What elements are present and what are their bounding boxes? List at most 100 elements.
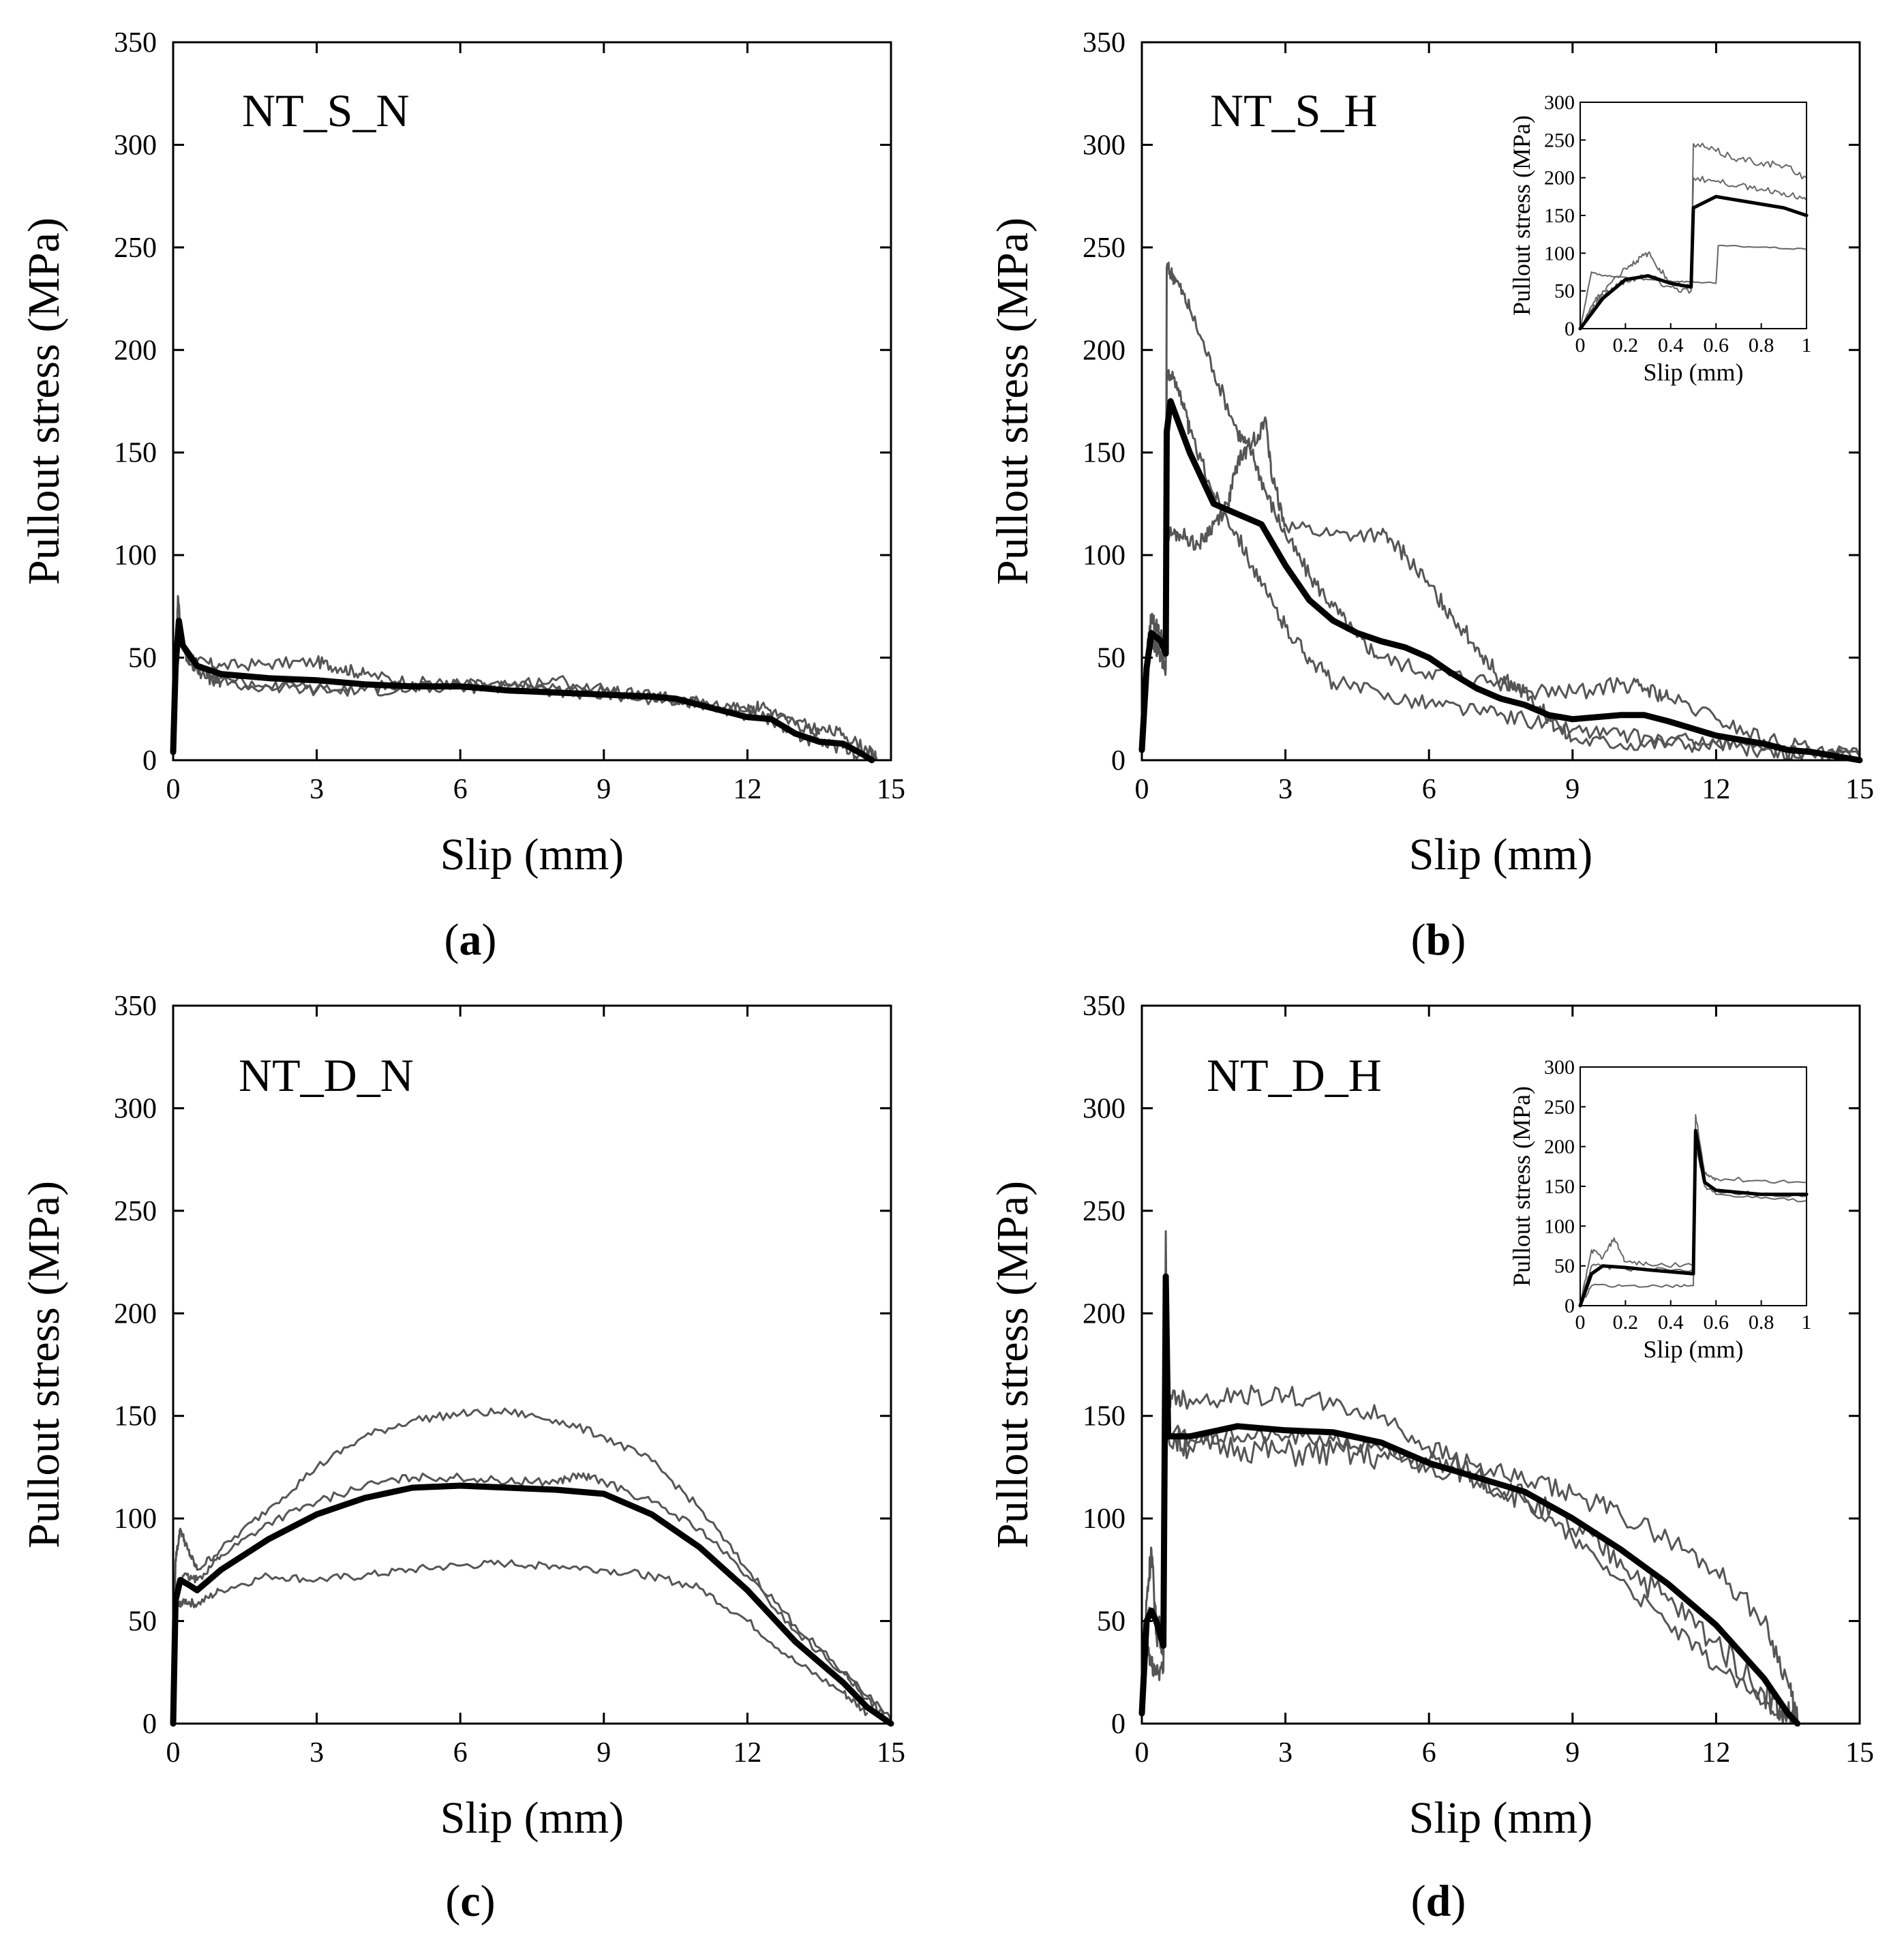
series-line-specimen-1 bbox=[172, 595, 821, 751]
series-line-specimen-3 bbox=[1140, 1424, 1789, 1724]
panel-caption: (b) bbox=[1411, 915, 1466, 965]
panel-title: NT_S_H bbox=[1210, 85, 1378, 136]
series-line-specimen-2 bbox=[1140, 1384, 1799, 1721]
y-tick-label: 200 bbox=[1083, 335, 1125, 366]
y-tick-label: 350 bbox=[1083, 991, 1125, 1022]
plot-frame bbox=[172, 41, 892, 762]
inset-x-tick-label: 0.6 bbox=[1703, 334, 1729, 357]
inset-y-tick-label: 300 bbox=[1544, 1056, 1575, 1079]
x-tick-label: 15 bbox=[1845, 1737, 1874, 1769]
y-axis-label: Pullout stress (MPa) bbox=[19, 1181, 69, 1548]
panel-title: NT_D_H bbox=[1207, 1049, 1382, 1101]
series-line-mean bbox=[1138, 398, 1863, 764]
series-group bbox=[170, 1407, 894, 1727]
inset-y-axis-label: Pullout stress (MPa) bbox=[1508, 1086, 1535, 1287]
x-tick-label: 9 bbox=[596, 774, 611, 805]
inset-x-tick-label: 0.2 bbox=[1613, 1311, 1639, 1334]
plot-frame bbox=[172, 1004, 892, 1725]
inset-series-line-specimen-3 bbox=[1580, 244, 1807, 329]
panel-caption: (c) bbox=[445, 1876, 495, 1926]
caption-close-paren: ) bbox=[1451, 915, 1466, 965]
inset-series-line-mean bbox=[1578, 194, 1809, 331]
series-line-specimen-2 bbox=[172, 1472, 892, 1721]
series-line-mean bbox=[170, 1482, 894, 1727]
x-tick-label: 0 bbox=[166, 774, 181, 805]
inset-y-tick-label: 150 bbox=[1544, 1175, 1575, 1198]
y-tick-label: 150 bbox=[1083, 438, 1125, 469]
inset-y-tick-label: 250 bbox=[1544, 1096, 1575, 1118]
caption-open-paren: ( bbox=[444, 915, 459, 965]
series-group bbox=[1138, 1230, 1801, 1727]
y-tick-label: 50 bbox=[128, 1606, 157, 1638]
series-line-specimen-3 bbox=[172, 1559, 868, 1717]
y-tick-label: 100 bbox=[1083, 1503, 1125, 1535]
x-axis-label: Slip (mm) bbox=[440, 830, 624, 880]
inset-y-tick-label: 50 bbox=[1554, 280, 1575, 303]
inset-y-tick-label: 200 bbox=[1544, 167, 1575, 190]
inset-y-tick-label: 250 bbox=[1544, 129, 1575, 151]
x-tick-label: 9 bbox=[596, 1737, 611, 1769]
y-tick-label: 100 bbox=[1083, 540, 1125, 571]
x-tick-label: 3 bbox=[1278, 774, 1293, 805]
inset-y-tick-label: 200 bbox=[1544, 1136, 1575, 1158]
y-axis-label: Pullout stress (MPa) bbox=[988, 217, 1038, 585]
inset-y-tick-label: 0 bbox=[1565, 318, 1575, 340]
y-tick-label: 200 bbox=[114, 1298, 157, 1330]
x-tick-label: 15 bbox=[877, 1737, 905, 1769]
series-line-specimen-3 bbox=[1140, 369, 1861, 762]
panel-title: NT_D_N bbox=[239, 1049, 414, 1101]
panel-caption: (d) bbox=[1411, 1876, 1466, 1926]
x-tick-label: 9 bbox=[1565, 774, 1580, 805]
y-tick-label: 250 bbox=[114, 1196, 157, 1227]
inset-x-tick-label: 0.8 bbox=[1749, 334, 1774, 357]
x-axis-label: Slip (mm) bbox=[1409, 1793, 1593, 1843]
series-line-specimen-2 bbox=[1140, 416, 1861, 762]
y-axis-label: Pullout stress (MPa) bbox=[988, 1181, 1038, 1548]
y-tick-label: 0 bbox=[1111, 745, 1125, 777]
x-tick-label: 12 bbox=[1702, 774, 1730, 805]
inset-x-tick-label: 0.6 bbox=[1703, 1311, 1729, 1334]
caption-close-paren: ) bbox=[481, 1876, 496, 1926]
series-group bbox=[170, 595, 878, 764]
y-tick-label: 0 bbox=[1111, 1709, 1125, 1740]
series-line-specimen-2 bbox=[172, 635, 864, 760]
x-tick-label: 6 bbox=[1422, 774, 1436, 805]
inset-y-tick-label: 100 bbox=[1544, 1215, 1575, 1237]
inset-x-tick-label: 0.4 bbox=[1658, 1311, 1684, 1334]
inset-y-tick-label: 0 bbox=[1565, 1295, 1575, 1317]
caption-open-paren: ( bbox=[1411, 915, 1426, 965]
caption-close-paren: ) bbox=[482, 915, 497, 965]
inset-series-line-specimen-1 bbox=[1580, 142, 1807, 329]
inset-chart: 0 0.2 0.4 0.6 0.8 1 0 50 100 150 200 250 300 Slip (mm… bbox=[1508, 91, 1812, 386]
x-tick-label: 12 bbox=[733, 1737, 761, 1769]
y-axis-label: Pullout stress (MPa) bbox=[19, 217, 69, 585]
plot-frame bbox=[1140, 1004, 1861, 1725]
inset-x-tick-label: 0.2 bbox=[1613, 334, 1639, 357]
inset-y-tick-label: 150 bbox=[1544, 205, 1575, 227]
y-tick-label: 0 bbox=[142, 745, 157, 777]
series-line-mean bbox=[1138, 1273, 1801, 1727]
panel-caption: (a) bbox=[444, 915, 497, 965]
inset-chart: 0 0.2 0.4 0.6 0.8 1 0 50 100 150 200 250 300 Slip (mm… bbox=[1508, 1056, 1812, 1363]
y-tick-label: 50 bbox=[128, 643, 157, 674]
y-tick-label: 0 bbox=[142, 1709, 157, 1740]
x-tick-label: 15 bbox=[877, 774, 905, 805]
y-tick-label: 100 bbox=[114, 1503, 157, 1535]
caption-close-paren: ) bbox=[1451, 1876, 1466, 1926]
x-tick-label: 0 bbox=[1135, 1737, 1149, 1769]
x-tick-label: 6 bbox=[453, 774, 468, 805]
x-tick-label: 9 bbox=[1565, 1737, 1580, 1769]
y-tick-label: 50 bbox=[1097, 1606, 1125, 1638]
inset-x-tick-label: 0 bbox=[1575, 334, 1586, 357]
inset-y-axis-label: Pullout stress (MPa) bbox=[1508, 115, 1535, 316]
inset-x-tick-label: 1 bbox=[1802, 1311, 1812, 1334]
inset-x-tick-label: 0.4 bbox=[1658, 334, 1684, 357]
y-tick-label: 300 bbox=[1083, 130, 1125, 161]
series-line-specimen-1 bbox=[172, 1407, 892, 1725]
caption-open-paren: ( bbox=[1411, 1876, 1426, 1926]
y-tick-label: 50 bbox=[1097, 643, 1125, 674]
y-tick-label: 250 bbox=[1083, 1196, 1125, 1227]
